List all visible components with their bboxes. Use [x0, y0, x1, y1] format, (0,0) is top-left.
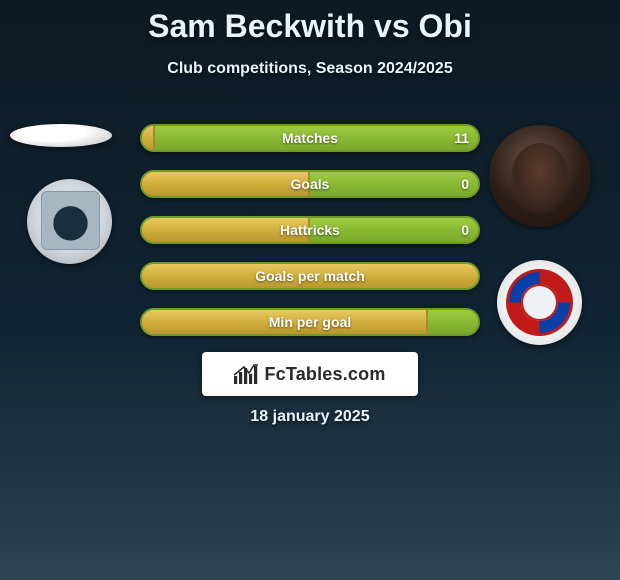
bar-matches-value: 11: [454, 126, 469, 150]
bar-mpg-fill: [142, 310, 428, 334]
brand-badge: FcTables.com: [202, 352, 418, 396]
club-left-crest: [27, 179, 112, 264]
brand-label: FcTables.com: [264, 364, 385, 385]
bar-goals: Goals 0: [140, 170, 480, 198]
bar-matches-fill: [142, 126, 155, 150]
date-line: 18 january 2025: [0, 408, 620, 426]
page-subtitle: Club competitions, Season 2024/2025: [0, 60, 620, 78]
comparison-card: Sam Beckwith vs Obi Club competitions, S…: [0, 0, 620, 580]
bar-matches-label: Matches: [142, 126, 478, 150]
page-title: Sam Beckwith vs Obi: [0, 8, 620, 45]
player-left-avatar: [10, 124, 112, 147]
club-right-crest: [497, 260, 582, 345]
player-right-avatar: [489, 125, 591, 227]
bar-hattricks: Hattricks 0: [140, 216, 480, 244]
bar-min-per-goal: Min per goal: [140, 308, 480, 336]
bar-goals-fill: [142, 172, 310, 196]
bar-hattricks-value: 0: [461, 218, 469, 242]
stats-bars: Matches 11 Goals 0 Hattricks 0 Goals per…: [140, 124, 480, 354]
bar-hattricks-fill: [142, 218, 310, 242]
bar-goals-per-match: Goals per match: [140, 262, 480, 290]
bar-goals-value: 0: [461, 172, 469, 196]
barchart-icon: [234, 364, 258, 384]
bar-gpm-fill: [142, 264, 478, 288]
bar-matches: Matches 11: [140, 124, 480, 152]
